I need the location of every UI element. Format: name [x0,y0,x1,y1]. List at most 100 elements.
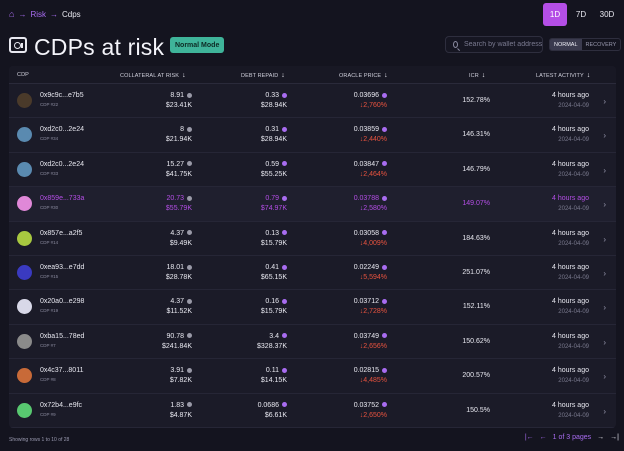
eth-icon [187,264,192,270]
collateral-usd: $7.82K [169,377,192,385]
breadcrumb-separator-icon: → [50,9,58,19]
chevron-right-icon[interactable]: › [603,131,606,141]
chevron-right-icon[interactable]: › [603,406,606,416]
cdp-address[interactable]: 0x859e...733a [40,195,85,203]
collateral-usd: $55.79K [165,205,192,213]
debt-usd: $15.79K [260,239,287,247]
chevron-right-icon[interactable]: › [603,200,606,210]
chevron-right-icon[interactable]: › [603,372,606,382]
table-row[interactable]: 0x4c37...8011 CDP #8 3.91 $7.82K 0.11 $14.15K… [9,359,616,394]
eth-icon [187,402,192,408]
first-page-icon[interactable]: |← [524,434,534,441]
token-icon [282,127,287,133]
col-activity[interactable]: LATEST ACTIVITY ↓ [536,72,590,79]
last-page-icon[interactable]: →| [610,434,619,441]
cdp-number: CDP #19 [40,308,59,314]
col-oracle[interactable]: ORACLE PRICE ↓ [339,72,388,79]
activity-date: 2024-04-09 [558,240,589,247]
next-page-icon[interactable]: → [597,434,605,441]
period-30d-button[interactable]: 30D [599,10,615,19]
collateral-cell: 4.37 $11.52K [166,298,192,315]
debt-cell: 3.4 $328.37K [257,333,287,350]
table-row[interactable]: 0x20a0...e298 CDP #19 4.37 $11.52K 0.16 $15.7… [9,290,616,325]
token-icon [382,195,387,201]
mode-toggle: NORMAL RECOVERY [549,38,622,51]
icr-value: 251.07% [462,268,490,276]
oracle-price: 0.03712 [353,298,379,306]
avatar [17,161,32,177]
eth-icon [187,230,192,236]
mode-normal-button[interactable]: NORMAL [550,39,582,50]
sort-arrow-icon: ↓ [481,72,486,79]
token-icon [382,230,387,236]
debt-amount: 0.31 [265,126,279,134]
chevron-right-icon[interactable]: › [603,303,606,313]
cdp-address[interactable]: 0x72b4...e9fc [40,401,83,409]
chevron-right-icon[interactable]: › [603,234,606,244]
token-icon [382,127,387,133]
col-cdp[interactable]: CDP [17,72,29,78]
activity-date: 2024-04-09 [558,343,589,350]
period-7d-button[interactable]: 7D [575,10,587,19]
col-icr[interactable]: ICR ↓ [469,72,485,79]
cdp-address[interactable]: 0xd2c0...2e24 [40,160,84,168]
mode-badge: Normal Mode [170,37,225,53]
debt-usd: $6.61K [264,411,287,419]
collateral-cell: 90.78 $241.84K [162,333,192,350]
period-1d-button[interactable]: 1D [543,3,567,26]
table-row[interactable]: 0x859e...733a CDP #30 20.73 $55.79K 0.79 $74.… [9,187,616,222]
collateral-amount: 4.37 [170,229,184,237]
oracle-cell: 0.03712 ↓2,728% [354,298,387,315]
avatar [17,127,32,143]
debt-cell: 0.41 $65.15K [261,264,287,281]
table-row[interactable]: 0xd2c0...2e24 CDP #34 8 $21.94K 0.31 $28.94K 0… [9,118,616,153]
chevron-right-icon[interactable]: › [603,268,606,278]
cdp-address[interactable]: 0xd2c0...2e24 [40,126,84,134]
collateral-amount: 4.37 [170,298,184,306]
sort-arrow-icon: ↓ [281,72,285,79]
cdp-address[interactable]: 0xea93...e7dd [40,263,85,271]
breadcrumb-cdps: Cdps [62,9,81,19]
cdp-address[interactable]: 0xba15...78ed [40,332,85,340]
home-icon[interactable]: ⌂ [9,9,15,19]
activity-date: 2024-04-09 [558,378,589,385]
table-row[interactable]: 0x9c9c...e7b5 CDP #22 8.91 $23.41K 0.33 $28.9… [9,84,616,119]
chevron-right-icon[interactable]: › [603,337,606,347]
collateral-usd: $23.41K [165,102,192,109]
table-row[interactable]: 0x72b4...e9fc CDP #9 1.83 $4.87K 0.0686 $6.61… [9,394,616,428]
prev-page-icon[interactable]: ← [539,434,547,441]
table-row[interactable]: 0xea93...e7dd CDP #15 18.01 $28.78K 0.41 $65.… [9,256,616,291]
col-debt[interactable]: DEBT REPAID ↓ [241,72,285,79]
chevron-right-icon[interactable]: › [603,97,606,106]
debt-cell: 0.16 $15.79K [261,298,287,315]
activity-date: 2024-04-09 [558,206,589,213]
table-row[interactable]: 0xba15...78ed CDP #7 90.78 $241.84K 3.4 $328.… [9,325,616,360]
cdp-address[interactable]: 0x4c37...8011 [40,367,84,375]
oracle-cell: 0.03859 ↓2,440% [354,126,387,143]
cdp-address[interactable]: 0x20a0...e298 [40,298,85,306]
debt-cell: 0.0686 $6.61K [258,402,287,419]
col-collateral[interactable]: COLLATERAL AT RISK ↓ [120,72,186,79]
collateral-cell: 15.27 $41.75K [166,161,192,178]
price-change: ↓2,728% [359,308,387,316]
cdp-address[interactable]: 0x857e...a2f5 [40,229,83,237]
debt-amount: 0.41 [265,263,279,271]
activity-time: 4 hours ago [552,92,589,99]
search-input[interactable] [464,41,542,48]
debt-usd: $15.79K [260,308,287,316]
sort-arrow-icon: ↓ [182,72,186,79]
cdp-address[interactable]: 0x9c9c...e7b5 [40,92,84,99]
token-icon [282,195,287,201]
page-title: CDPs at risk [34,34,165,60]
price-change: ↓4,485% [359,377,387,385]
price-change: ↓5,594% [359,273,387,281]
token-icon [282,264,287,270]
table-row[interactable]: 0xd2c0...2e24 CDP #33 15.27 $41.75K 0.59 $55.… [9,153,616,188]
table-row[interactable]: 0x857e...a2f5 CDP #14 4.37 $9.49K 0.13 $15.79… [9,222,616,256]
chevron-right-icon[interactable]: › [603,165,606,175]
breadcrumb-risk[interactable]: Risk [30,9,46,19]
mode-recovery-button[interactable]: RECOVERY [585,41,617,48]
col-debt-label: DEBT REPAID [241,73,279,79]
icr-value: 152.11% [462,303,490,311]
search-box[interactable] [445,36,543,53]
